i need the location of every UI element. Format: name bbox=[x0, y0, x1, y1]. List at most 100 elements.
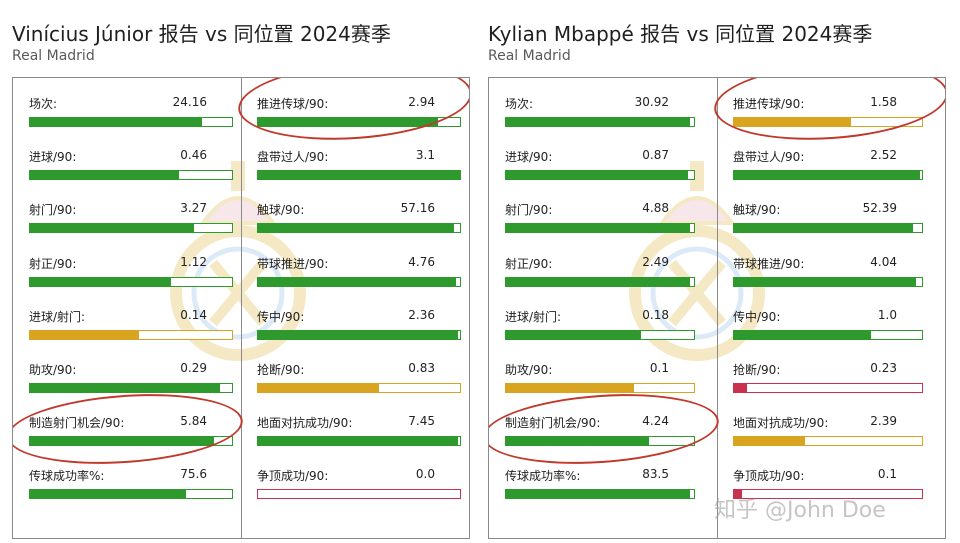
percentile-fill bbox=[734, 330, 872, 339]
percentile-fill bbox=[734, 384, 748, 392]
percentile-bar bbox=[733, 436, 923, 447]
percentile-bar bbox=[505, 329, 695, 340]
highlight-circle-progressive-passes bbox=[235, 78, 469, 148]
percentile-fill bbox=[30, 118, 202, 126]
percentile-bar bbox=[29, 223, 233, 234]
percentile-fill bbox=[30, 437, 214, 446]
stat-value: 1.0 bbox=[877, 307, 897, 322]
percentile-bar bbox=[29, 436, 233, 447]
stat-row: 进球/90: 0.87 bbox=[505, 148, 697, 188]
stat-row: 触球/90: 57.16 bbox=[257, 201, 463, 241]
percentile-fill bbox=[506, 437, 649, 446]
stat-row: 射正/90: 2.49 bbox=[505, 255, 697, 295]
stat-row: 制造射门机会/90: 4.24 bbox=[505, 414, 697, 454]
stat-label: 进球/射门: bbox=[505, 309, 562, 324]
highlight-circle-progressive-passes bbox=[711, 78, 945, 148]
percentile-bar bbox=[733, 329, 923, 340]
percentile-bar bbox=[505, 383, 695, 393]
stat-label: 触球/90: bbox=[733, 203, 781, 218]
stat-value: 0.23 bbox=[870, 361, 897, 375]
stat-row: 争顶成功/90: 0.0 bbox=[257, 467, 463, 507]
club-subtitle: Real Madrid bbox=[12, 48, 95, 64]
club-subtitle: Real Madrid bbox=[488, 48, 571, 64]
stat-row: 制造射门机会/90: 5.84 bbox=[29, 414, 235, 454]
stat-row: 场次: 24.16 bbox=[29, 95, 235, 135]
percentile-fill bbox=[258, 118, 438, 126]
stat-value: 0.1 bbox=[649, 361, 669, 375]
percentile-fill bbox=[506, 384, 634, 392]
percentile-fill bbox=[734, 171, 921, 180]
percentile-bar bbox=[505, 436, 695, 447]
percentile-bar bbox=[29, 170, 233, 181]
stat-label: 盘带过人/90: bbox=[257, 150, 329, 165]
percentile-bar bbox=[257, 489, 461, 500]
stat-label: 进球/90: bbox=[505, 150, 553, 165]
stat-value: 30.92 bbox=[634, 95, 669, 109]
stat-label: 进球/射门: bbox=[29, 309, 86, 324]
percentile-fill bbox=[258, 171, 460, 180]
stat-label: 射门/90: bbox=[29, 203, 77, 218]
percentile-fill bbox=[506, 171, 689, 180]
stat-label: 触球/90: bbox=[257, 203, 305, 218]
stat-value: 4.04 bbox=[870, 254, 897, 269]
stat-label: 进球/90: bbox=[29, 150, 77, 165]
percentile-bar bbox=[733, 223, 923, 234]
stat-row: 传球成功率%: 83.5 bbox=[505, 467, 697, 507]
percentile-bar bbox=[505, 223, 695, 234]
stat-label: 助攻/90: bbox=[505, 363, 553, 377]
percentile-fill bbox=[506, 490, 691, 499]
stat-label: 地面对抗成功/90: bbox=[733, 416, 829, 431]
percentile-fill bbox=[734, 437, 806, 446]
percentile-bar bbox=[29, 276, 233, 287]
stat-value: 2.52 bbox=[870, 148, 897, 163]
percentile-fill bbox=[734, 490, 742, 499]
stat-value: 75.6 bbox=[180, 467, 207, 482]
stat-value: 57.16 bbox=[400, 201, 435, 216]
percentile-fill bbox=[258, 384, 380, 392]
stats-panel: 场次: 30.92 进球/90: 0.87 射门/90: 4.88 射正/90: 2.49 进球… bbox=[488, 77, 946, 539]
percentile-fill bbox=[506, 277, 691, 286]
stat-label: 传中/90: bbox=[257, 309, 305, 324]
percentile-bar bbox=[505, 489, 695, 500]
stat-label: 射正/90: bbox=[505, 256, 553, 271]
percentile-bar bbox=[733, 117, 923, 127]
stat-value: 3.27 bbox=[180, 201, 207, 216]
percentile-fill bbox=[258, 437, 458, 446]
percentile-fill bbox=[734, 224, 913, 233]
stat-row: 传球成功率%: 75.6 bbox=[29, 467, 235, 507]
percentile-bar bbox=[257, 276, 461, 287]
percentile-bar bbox=[733, 170, 923, 181]
percentile-bar bbox=[505, 170, 695, 181]
stat-row: 助攻/90: 0.1 bbox=[505, 361, 697, 401]
percentile-bar bbox=[257, 383, 461, 393]
percentile-bar bbox=[257, 436, 461, 447]
percentile-fill bbox=[734, 118, 851, 126]
stat-label: 传中/90: bbox=[733, 309, 781, 324]
stat-value: 2.94 bbox=[408, 95, 435, 109]
stat-row: 射门/90: 4.88 bbox=[505, 201, 697, 241]
percentile-fill bbox=[30, 224, 194, 233]
stat-row: 盘带过人/90: 2.52 bbox=[733, 148, 925, 188]
percentile-fill bbox=[30, 490, 186, 499]
stat-value: 1.12 bbox=[180, 254, 207, 269]
stat-value: 24.16 bbox=[172, 95, 207, 109]
stat-label: 盘带过人/90: bbox=[733, 150, 805, 165]
stat-row: 地面对抗成功/90: 7.45 bbox=[257, 414, 463, 454]
percentile-bar bbox=[733, 489, 923, 500]
report-title: Vinícius Júnior 报告 vs 同位置 2024赛季 bbox=[12, 22, 391, 46]
percentile-bar bbox=[257, 170, 461, 181]
stat-row: 射正/90: 1.12 bbox=[29, 255, 235, 295]
percentile-fill bbox=[506, 224, 691, 233]
stat-value: 2.36 bbox=[408, 307, 435, 322]
percentile-bar bbox=[257, 223, 461, 234]
percentile-bar bbox=[257, 329, 461, 340]
percentile-bar bbox=[29, 489, 233, 500]
report-title: Kylian Mbappé 报告 vs 同位置 2024赛季 bbox=[488, 22, 873, 46]
stat-value: 0.87 bbox=[642, 148, 669, 163]
stat-value: 0.14 bbox=[180, 307, 207, 322]
stat-value: 0.0 bbox=[415, 467, 435, 482]
stat-value: 0.46 bbox=[180, 148, 207, 163]
percentile-fill bbox=[258, 277, 456, 286]
percentile-bar bbox=[29, 117, 233, 127]
stat-row: 进球/射门: 0.14 bbox=[29, 308, 235, 348]
